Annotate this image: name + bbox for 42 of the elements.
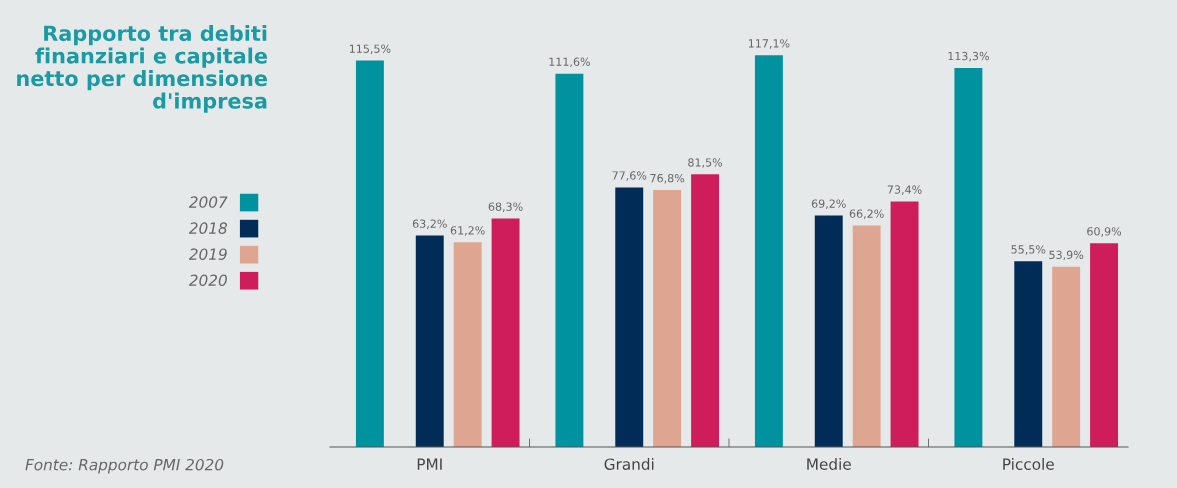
data-label: 76,8% [650,173,685,184]
text: Rapporto tra debiti finanziari e capitale netto per dimensione d'impresa [17,25,267,113]
bar [615,187,644,447]
data-label: 63,2% [412,219,447,229]
x-tick-label: Piccole [1003,458,1054,470]
bar [453,242,482,447]
data-label: 69,2% [811,199,846,209]
legend-label: 2018 [188,222,228,234]
data-label: 73,4% [887,185,922,195]
bar [814,215,843,447]
data-label: 55,5% [1011,245,1046,255]
data-label: 81,5% [688,158,723,168]
bar [1090,243,1119,447]
bar [954,67,983,447]
data-label: 117,1% [748,39,790,49]
bar [355,60,384,447]
bar [653,190,682,447]
bar [491,218,520,447]
data-label: 111,6% [549,57,590,68]
bar [555,73,584,447]
data-label: 77,6% [612,171,647,181]
bar [852,225,881,447]
bar [1014,261,1043,447]
legend-label: 2007 [188,196,228,208]
data-label: 61,2% [450,226,485,236]
data-label: 113,3% [948,51,989,62]
x-tick-label: Grandi [604,458,654,470]
legend-label: 2020 [188,274,227,287]
data-label: 60,9% [1087,227,1122,237]
bar [1052,266,1081,447]
bar [890,201,919,447]
data-label: 66,2% [849,209,884,219]
data-label: 115,5% [349,44,391,55]
data-label: 53,9% [1049,250,1084,261]
legend-label: 2019 [188,248,227,260]
bar [415,235,444,447]
source-note: Fonte: Rapporto PMI 2020 [25,458,224,474]
bar [754,55,783,447]
bar [691,174,720,447]
data-label: 68,3% [488,202,523,212]
x-tick-label: PMI [417,458,442,470]
x-tick-label: Medie [807,458,851,470]
